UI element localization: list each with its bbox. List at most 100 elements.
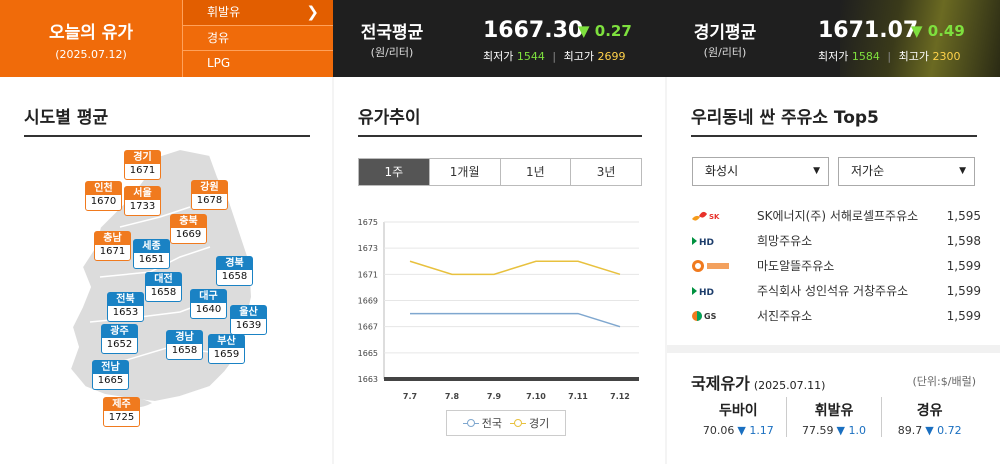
station-price: 1,599 (946, 258, 981, 273)
sort-select[interactable]: 저가순 ▼ (838, 157, 975, 186)
region-gyeonggi[interactable]: 경기 1671 (124, 150, 161, 180)
region-price: 1658 (146, 286, 181, 301)
separator: | (552, 50, 557, 63)
max-label: 최고가 (563, 50, 594, 63)
altteul-logo (691, 259, 757, 273)
station-item[interactable]: HD 주식회사 성인석유 거창주유소 1,599 (691, 278, 981, 303)
region-name: 광주 (102, 325, 137, 338)
legend-item-gyeonggi[interactable]: 경기 (510, 415, 549, 431)
station-item[interactable]: SK SK에너지(주) 서해로셀프주유소 1,595 (691, 203, 981, 228)
intl-title-text: 국제유가 (691, 374, 750, 393)
national-min-price: 1544 (516, 50, 545, 63)
national-max-price: 2699 (597, 50, 626, 63)
caret-down-icon: ▼ (813, 166, 820, 176)
intl-item-change: ▼ 1.0 (836, 424, 866, 437)
station-item[interactable]: GS 서진주유소 1,599 (691, 303, 981, 328)
region-jeonbuk[interactable]: 전북 1653 (107, 292, 144, 322)
region-daejeon[interactable]: 대전 1658 (145, 272, 182, 302)
national-average: 전국평균 (원/리터) 1667.30 ▼ 0.27 최저가 1544 | 최고… (333, 0, 663, 77)
series-line (410, 312, 621, 328)
region-name: 대구 (191, 290, 226, 303)
regional-panel: 시도별 평균 경기 1671 인천 1670 서울 1733 강원 1678 충북 166… (0, 77, 332, 464)
svg-text:GS: GS (704, 312, 717, 321)
intl-title: 국제유가 (2025.07.11) (691, 370, 825, 394)
y-tick-label: 1669 (358, 297, 378, 306)
region-price: 1658 (167, 344, 202, 359)
station-item[interactable]: 마도알뜰주유소 1,599 (691, 253, 981, 278)
region-select[interactable]: 화성시 ▼ (692, 157, 829, 186)
trend-panel: 유가추이 1주 1개월 1년 3년 1675 1673 1671 1669 1667 16… (334, 77, 665, 464)
tab-1-year[interactable]: 1년 (500, 159, 572, 185)
region-chungbuk[interactable]: 충북 1669 (170, 214, 207, 244)
region-name: 충남 (95, 232, 130, 245)
station-price: 1,598 (946, 233, 981, 248)
sort-select-value: 저가순 (851, 164, 885, 178)
intl-prices: 두바이 70.06 ▼ 1.17 휘발유 77.59 ▼ 1.0 경유 89.7 ▼ … (691, 397, 977, 437)
x-tick-label: 7.11 (568, 392, 588, 401)
gs-caltex-logo: GS (691, 309, 757, 323)
region-price: 1725 (104, 411, 139, 426)
intl-item-value: 89.7 (897, 424, 923, 437)
section-divider (24, 135, 310, 137)
national-min-max: 최저가 1544 | 최고가 2699 (483, 48, 625, 64)
region-daegu[interactable]: 대구 1640 (190, 289, 227, 319)
station-name: 서진주유소 (757, 309, 813, 323)
region-ulsan[interactable]: 울산 1639 (230, 305, 267, 335)
region-gyeongnam[interactable]: 경남 1658 (166, 330, 203, 360)
station-item[interactable]: HD 희망주유소 1,598 (691, 228, 981, 253)
sk-energy-logo: SK (691, 208, 757, 224)
region-gangwon[interactable]: 강원 1678 (191, 180, 228, 210)
station-name: 주식회사 성인석유 거창주유소 (757, 284, 909, 298)
x-tick-label: 7.7 (403, 392, 417, 401)
y-tick-label: 1673 (358, 244, 378, 253)
region-name: 경북 (217, 257, 252, 270)
station-price: 1,595 (946, 208, 981, 223)
tab-lpg[interactable]: LPG (183, 51, 333, 77)
region-price: 1678 (192, 194, 227, 209)
today-price-block: 오늘의 유가 (2025.07.12) (0, 0, 182, 77)
region-name: 경기 (125, 151, 160, 164)
gyeonggi-average-name: 경기평균 (693, 23, 757, 43)
region-gwangju[interactable]: 광주 1652 (101, 324, 138, 354)
x-tick-label: 7.12 (610, 392, 630, 401)
tab-diesel[interactable]: 경유 (183, 26, 333, 52)
x-tick-label: 7.10 (526, 392, 546, 401)
region-incheon[interactable]: 인천 1670 (85, 181, 122, 211)
legend-item-national[interactable]: 전국 (462, 415, 502, 431)
tab-3-years[interactable]: 3년 (571, 159, 641, 185)
region-name: 제주 (104, 398, 139, 411)
national-average-change: ▼ 0.27 (578, 22, 632, 40)
region-name: 전남 (93, 361, 128, 374)
region-gyeongbuk[interactable]: 경북 1658 (216, 256, 253, 286)
gyeonggi-max-price: 2300 (932, 50, 961, 63)
region-sejong[interactable]: 세종 1651 (133, 239, 170, 269)
max-label: 최고가 (898, 50, 929, 63)
tab-1-month[interactable]: 1개월 (429, 159, 501, 185)
gyeonggi-min-price: 1584 (851, 50, 880, 63)
legend-marker-icon (510, 418, 526, 427)
y-tick-label: 1667 (358, 323, 378, 332)
svg-text:HD: HD (699, 288, 714, 297)
gyeonggi-average-price: 1671.07 (818, 18, 919, 43)
region-jeju[interactable]: 제주 1725 (103, 397, 140, 427)
region-name: 부산 (209, 335, 244, 348)
region-chungnam[interactable]: 충남 1671 (94, 231, 131, 261)
gyeonggi-min-max: 최저가 1584 | 최고가 2300 (818, 48, 960, 64)
tab-gasoline[interactable]: 휘발유 ❯ (183, 0, 333, 26)
region-price: 1659 (209, 348, 244, 363)
region-name: 인천 (86, 182, 121, 195)
region-name: 경남 (167, 331, 202, 344)
intl-item-value: 70.06 (702, 424, 735, 437)
region-price: 1670 (86, 195, 121, 210)
region-jeonnam[interactable]: 전남 1665 (92, 360, 129, 390)
tab-diesel-label: 경유 (207, 30, 230, 45)
series-line (409, 260, 621, 276)
region-price: 1658 (217, 270, 252, 285)
region-seoul[interactable]: 서울 1733 (124, 186, 161, 216)
region-price: 1665 (93, 374, 128, 389)
tab-1-week[interactable]: 1주 (359, 159, 430, 185)
fuel-tabs: 휘발유 ❯ 경유 LPG (182, 0, 333, 77)
min-label: 최저가 (818, 50, 849, 63)
region-busan[interactable]: 부산 1659 (208, 334, 245, 364)
